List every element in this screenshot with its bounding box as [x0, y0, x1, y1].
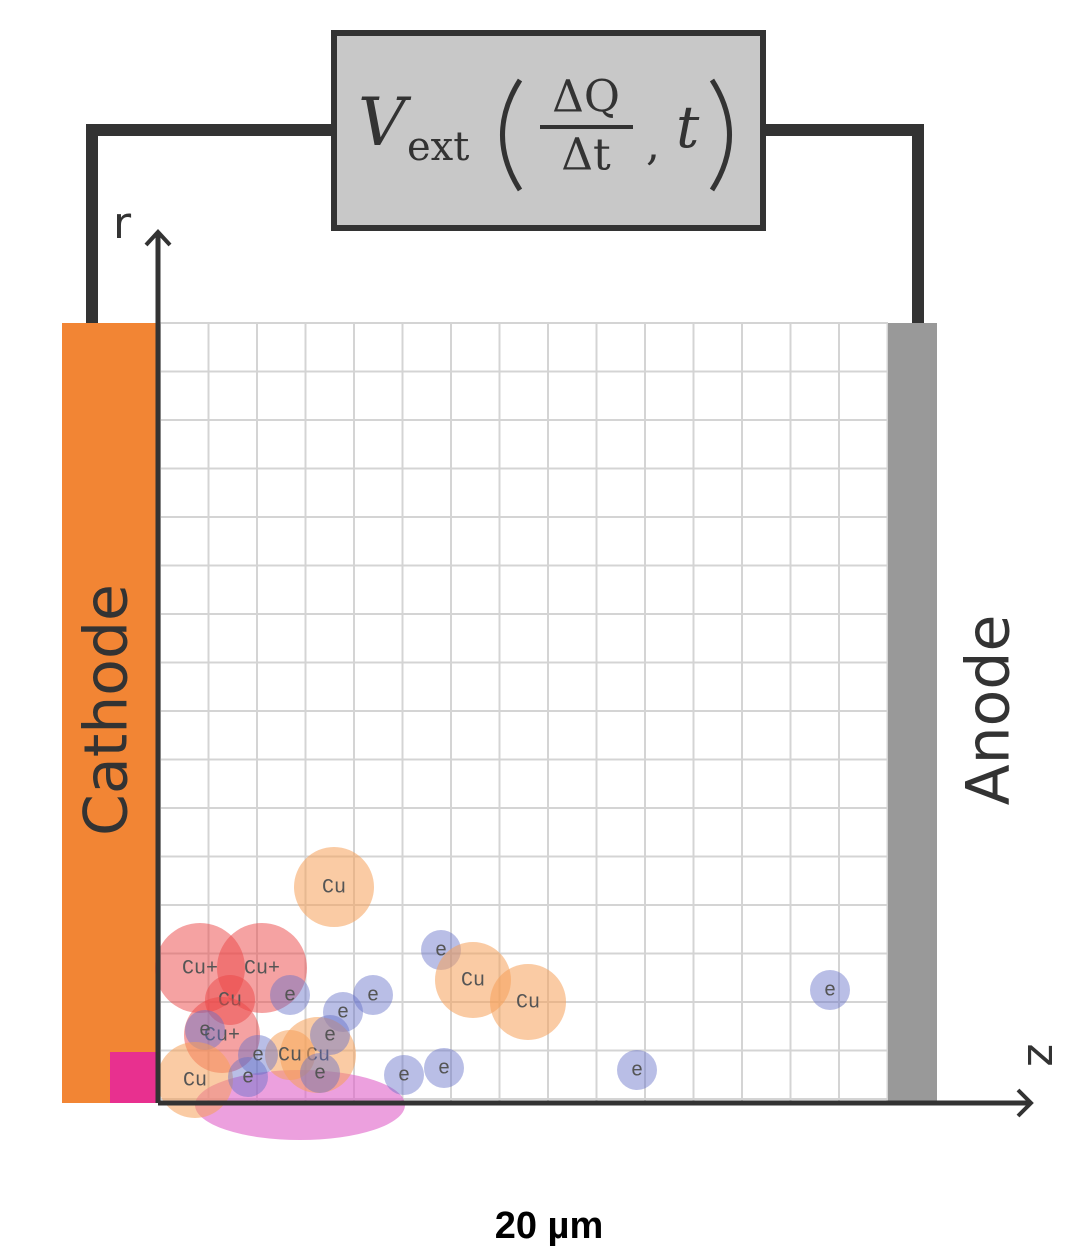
arrowhead	[1016, 1088, 1034, 1118]
particle	[265, 1030, 315, 1080]
particle	[310, 1015, 350, 1055]
scale-label: 20 µm	[495, 1205, 604, 1247]
particle-label: e	[252, 1044, 264, 1067]
particle-label: Cu	[183, 1069, 207, 1092]
r-label: r	[113, 198, 132, 249]
particle-label: e	[631, 1059, 643, 1082]
particle-label: Cu	[461, 969, 485, 992]
particle	[228, 1057, 268, 1097]
formula-denominator: Δt	[561, 130, 611, 181]
particle	[185, 1010, 225, 1050]
particle	[810, 970, 850, 1010]
particle-label: Cu+	[244, 957, 280, 980]
particle-label: e	[337, 1001, 349, 1024]
anode-label: Anode	[954, 615, 1024, 806]
particle	[353, 975, 393, 1015]
arrowhead	[144, 229, 172, 247]
wire	[86, 124, 334, 323]
particle	[490, 964, 566, 1040]
particle	[384, 1055, 424, 1095]
particle	[270, 975, 310, 1015]
particle-label: e	[324, 1024, 336, 1047]
particle-label: e	[398, 1064, 410, 1087]
paren	[709, 78, 732, 192]
particle-label: Cu	[322, 876, 346, 899]
formula-subscript: ext	[407, 124, 469, 170]
particle	[294, 847, 374, 927]
z-label: z	[1017, 1043, 1068, 1066]
particle-label: e	[314, 1062, 326, 1085]
particle-label: Cu	[516, 991, 540, 1014]
formula-argument: t	[676, 93, 700, 161]
particle-label: e	[824, 979, 836, 1002]
formula-symbol: V	[358, 84, 412, 161]
particle-label: Cu	[278, 1044, 302, 1067]
particle	[617, 1050, 657, 1090]
particle-label: Cu+	[204, 1024, 240, 1047]
particle	[424, 1048, 464, 1088]
voltage-source	[331, 30, 766, 231]
particle-label: Cu+	[182, 957, 218, 980]
particle-label: e	[284, 984, 296, 1007]
cathode	[62, 323, 158, 1103]
particle-label: e	[199, 1019, 211, 1042]
deposit-seed	[110, 1052, 158, 1103]
particle-label: e	[438, 1057, 450, 1080]
grid	[159, 322, 889, 1103]
anode	[888, 323, 937, 1103]
formula-numerator: ΔQ	[552, 72, 620, 123]
formula-separator: ,	[646, 120, 660, 171]
paren	[500, 78, 523, 192]
particle	[157, 1042, 233, 1118]
cathode-label: Cathode	[72, 584, 142, 836]
particle-label: e	[242, 1066, 254, 1089]
particle	[238, 1035, 278, 1075]
wire	[763, 124, 924, 323]
particle	[300, 1053, 340, 1093]
particle-label: e	[367, 984, 379, 1007]
